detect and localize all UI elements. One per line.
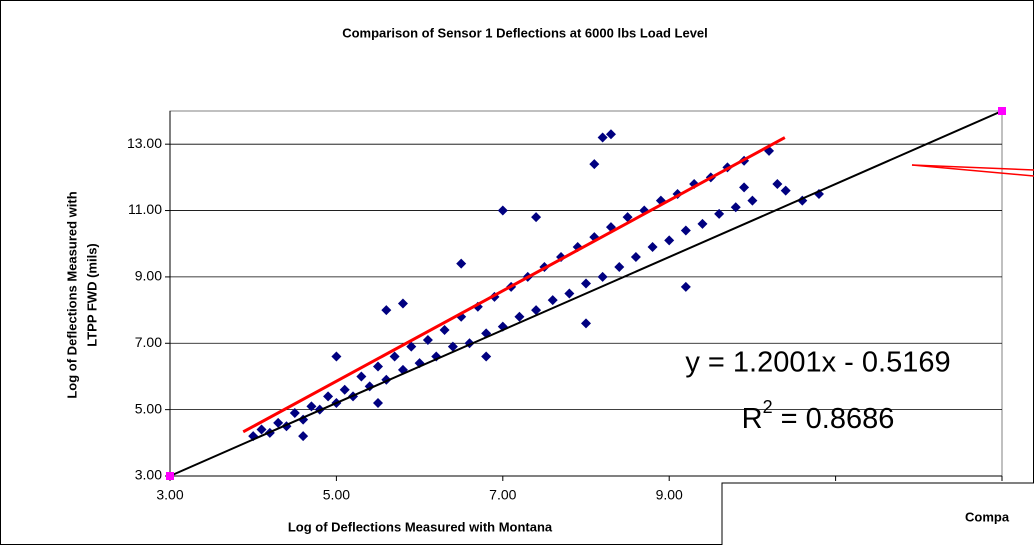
point: [564, 288, 575, 299]
point: [439, 325, 450, 335]
equation: y = 1.2001x - 0.5169: [685, 347, 950, 379]
point: [323, 391, 334, 402]
overlay-line: [911, 164, 1034, 177]
y-tick-label: 7.00: [135, 334, 162, 350]
point: [772, 179, 783, 189]
r-squared: R2 = 0.8686: [742, 397, 895, 435]
point: [306, 401, 317, 412]
point: [714, 208, 725, 219]
point: [422, 334, 433, 345]
y-tick-label: 9.00: [135, 268, 162, 284]
point: [614, 261, 625, 272]
point: [597, 132, 608, 143]
plot-area: 3.00 5.00 7.00 9.00 11.00 13.00 3.00 5.00 7.00 9.…: [127, 107, 1020, 503]
point: [389, 351, 400, 362]
overlay-text: Compa: [965, 509, 1010, 524]
r-squared-base: R: [742, 403, 763, 435]
point: [998, 107, 1006, 115]
y-tick-label: 3.00: [135, 467, 162, 483]
y-tick-label: 5.00: [135, 400, 162, 416]
overlay-line: [911, 164, 1034, 171]
y-tick-label: 11.00: [128, 201, 162, 217]
point: [497, 205, 508, 216]
x-axis-label: Log of Deflections Measured with Montana: [288, 519, 553, 534]
r-squared-rest: = 0.8686: [773, 403, 895, 435]
x-tick-label: 3.00: [156, 487, 183, 503]
point: [166, 472, 174, 480]
point: [581, 318, 591, 329]
point: [331, 351, 342, 362]
point: [547, 295, 558, 306]
x-tick-label: 5.00: [323, 487, 350, 503]
point: [664, 235, 675, 246]
point: [589, 159, 600, 170]
point: [248, 431, 259, 442]
point: [514, 311, 525, 322]
point: [456, 258, 467, 269]
x-tick-label: 7.00: [489, 487, 516, 503]
chart-title: Comparison of Sensor 1 Deflections at 60…: [342, 25, 708, 40]
point: [373, 361, 383, 372]
point: [747, 195, 758, 206]
point: [581, 278, 591, 289]
y-tick-label: 13.00: [127, 135, 162, 151]
point: [647, 242, 658, 253]
point: [481, 351, 492, 362]
y-axis-label-line: LTPP FWD (mils): [84, 243, 99, 347]
point: [622, 212, 633, 223]
point: [739, 182, 750, 193]
x-tick-label: 9.00: [656, 487, 683, 503]
point: [605, 129, 616, 140]
y-axis-label: Log of Deflections Measured with LTPP FW…: [64, 191, 99, 398]
point: [697, 218, 708, 229]
point: [273, 417, 284, 428]
point: [680, 225, 691, 236]
point: [531, 305, 542, 316]
series-line: [242, 136, 786, 434]
r-squared-sup: 2: [763, 397, 773, 417]
point: [356, 371, 367, 382]
point: [447, 341, 458, 352]
point: [406, 341, 417, 352]
point: [630, 252, 641, 262]
point: [680, 281, 691, 292]
point: [381, 305, 392, 316]
point: [730, 202, 741, 213]
point: [289, 407, 300, 418]
point: [397, 298, 408, 309]
point: [298, 431, 309, 442]
point: [780, 185, 791, 196]
point: [256, 424, 267, 435]
point: [531, 212, 542, 223]
overlay-box: [721, 482, 1034, 545]
y-axis-label-line: Log of Deflections Measured with: [64, 191, 79, 398]
point: [373, 398, 383, 408]
point: [597, 271, 608, 282]
series-line: [169, 110, 1003, 477]
point: [339, 384, 350, 395]
